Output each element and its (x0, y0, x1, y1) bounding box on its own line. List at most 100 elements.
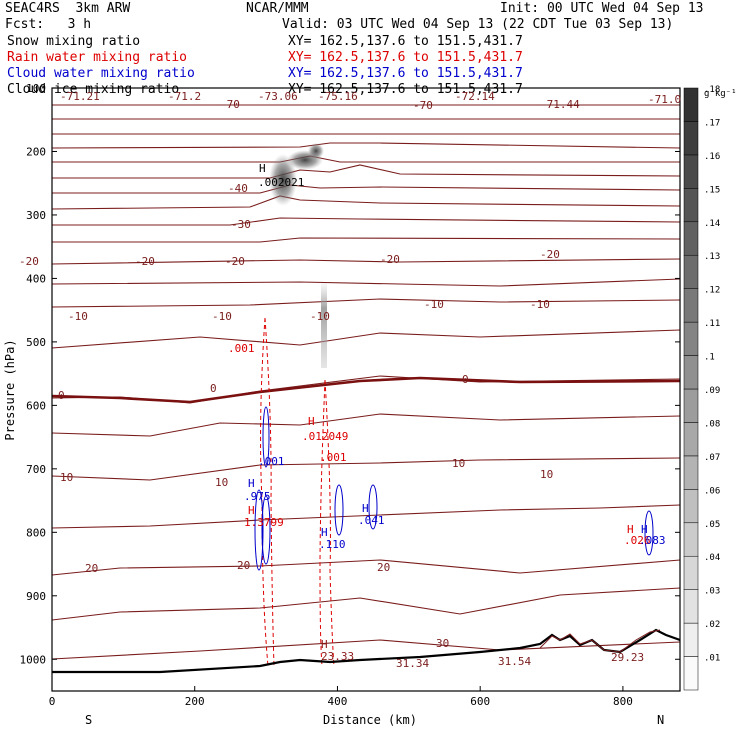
colorbar-swatch (683, 288, 699, 323)
max-value: .001 (228, 342, 255, 355)
temperature-label: -71.21 (60, 90, 100, 103)
max-value: .083 (639, 534, 666, 547)
north-label: N (657, 713, 664, 727)
colorbar-level: .15 (704, 185, 720, 195)
maximum-labels: H.002021.001H.012049.001.001H.975H1.3799… (228, 162, 666, 663)
x-axis: 0 200 400 600 800 (49, 686, 633, 708)
colorbar-level: .11 (704, 319, 720, 329)
colorbar-level: .05 (704, 520, 720, 530)
init-time: Init: 00 UTC Wed 04 Sep 13 (500, 1, 704, 16)
field-rain-name: Rain water mixing ratio (7, 50, 188, 65)
temperature-label: -73.06 (258, 90, 298, 103)
temperature-label: 31.34 (396, 657, 429, 670)
colorbar-level: .04 (704, 553, 720, 563)
field-snow-xy: XY= 162.5,137.6 to 151.5,431.7 (288, 34, 523, 49)
colorbar-level: .12 (704, 286, 720, 296)
temperature-label: 0 (58, 389, 65, 402)
temperature-label: 20 (237, 559, 250, 572)
temperature-label: 0 (462, 373, 469, 386)
temperature-label: -20 (19, 255, 39, 268)
x-tick-label: 0 (49, 695, 56, 708)
colorbar-swatch (683, 321, 699, 356)
y-tick-label: 400 (26, 272, 46, 285)
colorbar-swatch (683, 555, 699, 590)
colorbar-level: .14 (704, 219, 720, 229)
y-tick-label: 700 (26, 463, 46, 476)
max-marker: H (321, 638, 328, 651)
colorbar-swatch (683, 522, 699, 557)
temperature-label: 29.23 (611, 651, 644, 664)
temperature-label: -10 (68, 310, 88, 323)
colorbar-swatch (683, 422, 699, 457)
temperature-label: -20 (225, 255, 245, 268)
colorbar-swatch (683, 355, 699, 390)
max-value: .001 (258, 455, 285, 468)
colorbar-level: .03 (704, 587, 720, 597)
max-marker: H (248, 504, 255, 517)
y-tick-label: 300 (26, 209, 46, 222)
temperature-label: -75.16 (318, 90, 358, 103)
colorbar-level: .16 (704, 152, 720, 162)
y-tick-label: 1000 (20, 653, 47, 666)
colorbar-level: .01 (704, 654, 720, 664)
temperature-label: -20 (380, 253, 400, 266)
temperature-label: -10 (212, 310, 232, 323)
max-marker: H (259, 162, 266, 175)
y-tick-label: 800 (26, 526, 46, 539)
x-tick-label: 400 (328, 695, 348, 708)
temperature-label: -70 (220, 98, 240, 111)
colorbar-swatch (683, 221, 699, 256)
field-rain-xy: XY= 162.5,137.6 to 151.5,431.7 (288, 50, 523, 65)
x-tick-label: 600 (470, 695, 490, 708)
temperature-label: 10 (540, 468, 553, 481)
colorbar-swatch (683, 622, 699, 657)
rain-contours (260, 317, 335, 667)
max-marker: H (627, 523, 634, 536)
y-tick-label: 500 (26, 336, 46, 349)
colorbar-swatch (683, 87, 699, 122)
forecast-hour: Fcst: 3 h (5, 17, 92, 32)
temperature-label: 30 (436, 637, 449, 650)
temperature-label: -20 (540, 248, 560, 261)
x-tick-label: 200 (185, 695, 205, 708)
temperature-label: 10 (215, 476, 228, 489)
colorbar-level: .09 (704, 386, 720, 396)
temperature-label: -70 (413, 99, 433, 112)
y-tick-label: 200 (26, 145, 46, 158)
colorbar-swatch (683, 121, 699, 156)
colorbar-level: .08 (704, 419, 720, 429)
temperature-label: -71.0 (648, 93, 681, 106)
colorbar-level: .07 (704, 453, 720, 463)
org-label: NCAR/MMM (246, 1, 309, 16)
max-marker: H (308, 415, 315, 428)
temperature-label: -71.2 (168, 90, 201, 103)
max-marker: H (641, 523, 648, 536)
valid-time: Valid: 03 UTC Wed 04 Sep 13 (22 CDT Tue … (282, 17, 674, 32)
colorbar-swatch (683, 154, 699, 189)
temperature-label: -10 (530, 298, 550, 311)
colorbar-swatch (683, 388, 699, 423)
max-value: .012049 (302, 430, 348, 443)
field-cloudwater-name: Cloud water mixing ratio (7, 66, 195, 81)
temperature-label: 0 (210, 382, 217, 395)
field-cloudice-name: Cloud ice mixing ratio (7, 82, 180, 97)
temperature-label: 31.54 (498, 655, 531, 668)
max-value: .026 (624, 534, 651, 547)
temperature-label: -71.44 (540, 98, 580, 111)
temperature-label: 20 (85, 562, 98, 575)
colorbar-level: .18 (704, 85, 720, 95)
y-tick-label: 600 (26, 399, 46, 412)
cloud-water-contours (254, 406, 654, 571)
max-value: .110 (319, 538, 346, 551)
temperature-label: -20 (135, 255, 155, 268)
x-axis-label: Distance (km) (323, 713, 417, 727)
theta-contours (51, 104, 681, 660)
max-marker: H (362, 502, 369, 515)
colorbar-swatch (683, 489, 699, 524)
temperature-label: 10 (452, 457, 465, 470)
y-tick-label: 900 (26, 590, 46, 603)
temperature-labels: -71.21 -71.2 -70 -73.06 -75.16 -70 -72.14 -71.4… (19, 90, 681, 670)
colorbar-swatch (683, 254, 699, 289)
colorbar-swatch (683, 188, 699, 223)
